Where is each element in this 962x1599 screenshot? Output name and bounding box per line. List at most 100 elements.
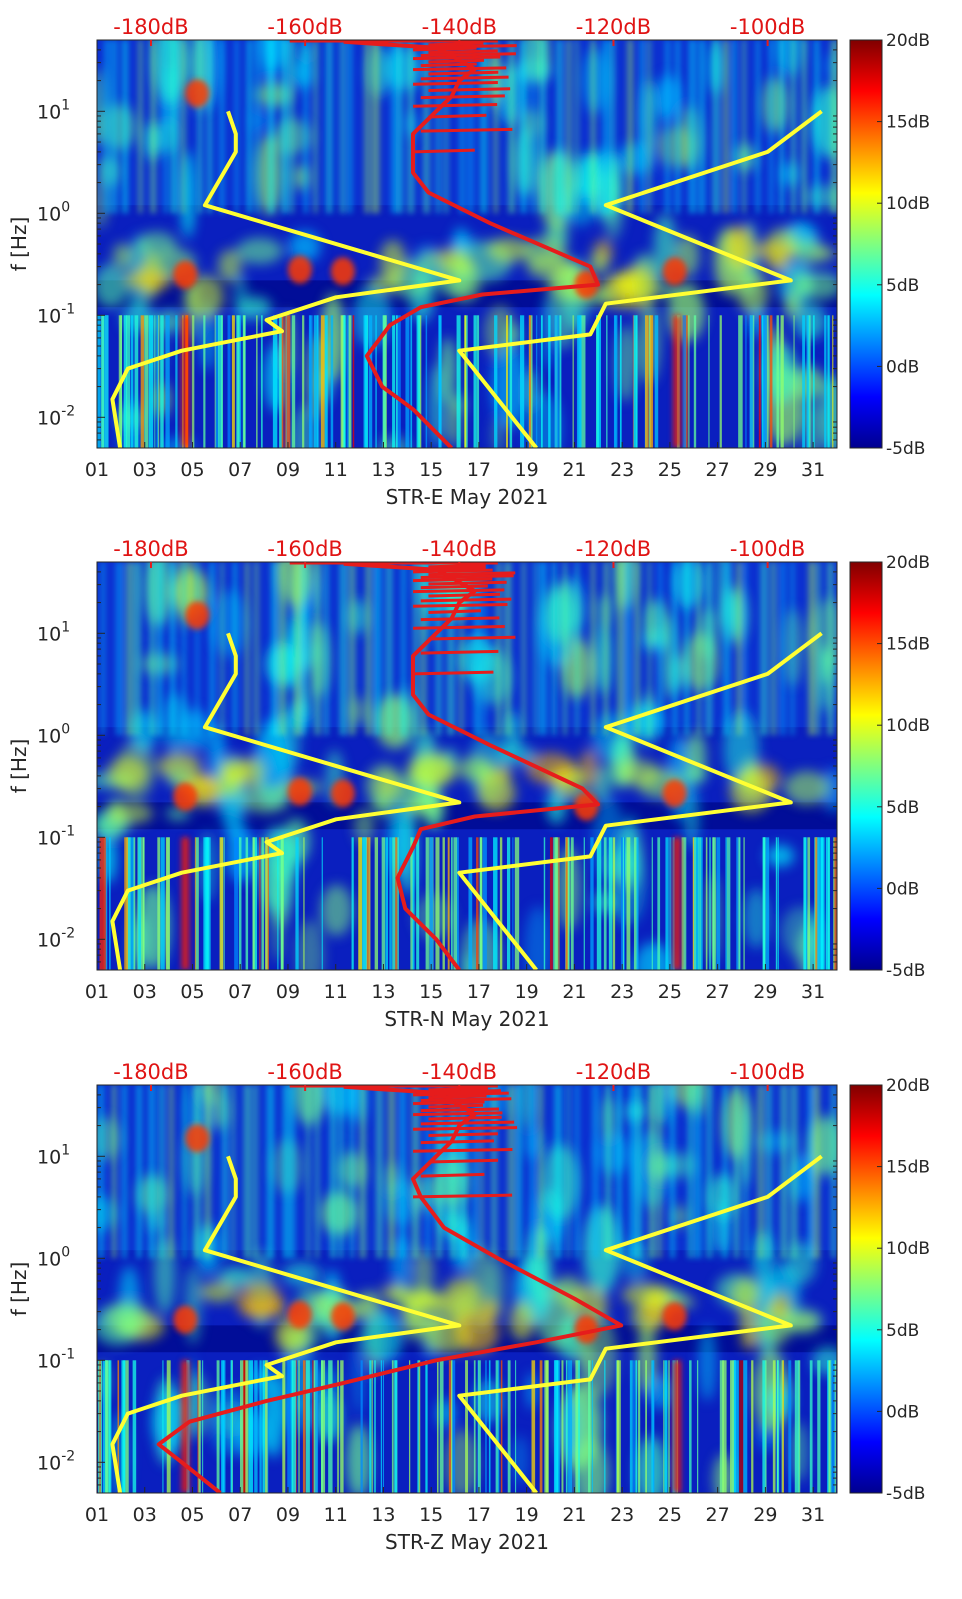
streak bbox=[447, 562, 455, 736]
noise-blob bbox=[413, 893, 454, 940]
lowfreq-bar bbox=[738, 315, 743, 448]
lowfreq-bar bbox=[693, 315, 697, 448]
lowfreq-bar bbox=[751, 1360, 754, 1493]
streak bbox=[533, 562, 537, 736]
lowfreq-bar bbox=[248, 1360, 253, 1493]
top-axis-label: -180dB bbox=[113, 537, 188, 561]
y-tick-base: 10 bbox=[37, 101, 61, 123]
streak bbox=[723, 562, 731, 736]
psd-wiggle bbox=[413, 1091, 509, 1097]
streak bbox=[590, 40, 596, 214]
microseism-blob bbox=[157, 752, 202, 781]
hot-spot bbox=[173, 260, 198, 289]
lowfreq-bar bbox=[160, 315, 164, 448]
microseism-blob bbox=[526, 253, 574, 280]
microseism-blob bbox=[789, 270, 812, 299]
streak bbox=[349, 562, 356, 736]
hot-spot bbox=[330, 1302, 355, 1331]
streak bbox=[551, 562, 557, 736]
hot-spot bbox=[574, 1315, 599, 1344]
streak bbox=[436, 40, 441, 214]
noise-blob bbox=[320, 884, 353, 936]
lowfreq-bar bbox=[242, 1360, 246, 1493]
streak bbox=[221, 1085, 228, 1259]
hot-spot bbox=[185, 1124, 210, 1153]
y-tick-exponent: -1 bbox=[61, 1346, 75, 1362]
microseism-blob bbox=[487, 237, 531, 263]
event-column bbox=[673, 1360, 682, 1493]
y-tick-exponent: 1 bbox=[61, 97, 70, 113]
noise-blob bbox=[346, 1423, 371, 1493]
streak bbox=[435, 1085, 443, 1259]
lowfreq-bar bbox=[834, 837, 837, 970]
streak bbox=[496, 562, 502, 736]
lowfreq-bar bbox=[238, 837, 242, 970]
streak bbox=[195, 562, 199, 736]
psd-wiggle bbox=[413, 1148, 513, 1153]
microseism-blob bbox=[199, 1281, 237, 1303]
x-tick-label: 31 bbox=[801, 981, 825, 1003]
noise-blob bbox=[159, 437, 196, 448]
lowfreq-bar bbox=[488, 1360, 491, 1493]
y-tick-base: 10 bbox=[37, 305, 61, 327]
lowfreq-bar bbox=[346, 315, 351, 448]
lowfreq-bar bbox=[608, 837, 613, 970]
lowfreq-bar bbox=[382, 1360, 384, 1493]
high-noise-model-curve bbox=[457, 1154, 823, 1493]
top-axis-label: -160dB bbox=[267, 537, 342, 561]
streak bbox=[294, 562, 301, 736]
lowfreq-bar bbox=[579, 315, 582, 448]
lowfreq-bar bbox=[284, 315, 286, 448]
lowfreq-bar bbox=[689, 1360, 692, 1493]
streak bbox=[373, 562, 382, 736]
lowfreq-bar bbox=[144, 315, 149, 448]
hot-spot bbox=[330, 779, 355, 808]
x-tick-label: 15 bbox=[419, 1504, 443, 1526]
lowfreq-bar bbox=[781, 1360, 784, 1493]
colorbar-label: 5dB bbox=[886, 276, 919, 296]
streak bbox=[732, 40, 737, 214]
microseism-blob bbox=[106, 1301, 151, 1337]
microseism-blob bbox=[754, 240, 795, 262]
colorbar bbox=[849, 561, 883, 971]
lowfreq-bar bbox=[578, 315, 581, 448]
lowfreq-bar bbox=[411, 837, 415, 970]
x-tick-label: 07 bbox=[228, 1504, 252, 1526]
lowfreq-bar bbox=[775, 837, 778, 970]
lowfreq-bar bbox=[417, 1360, 420, 1493]
top-axis-label: -160dB bbox=[267, 15, 342, 39]
lowfreq-bar bbox=[681, 837, 685, 970]
spectrogram-area bbox=[97, 1085, 837, 1493]
streak bbox=[364, 40, 370, 214]
psd-wiggles bbox=[289, 1085, 518, 1199]
streak bbox=[817, 562, 821, 736]
x-tick-label: 07 bbox=[228, 459, 252, 481]
streak bbox=[479, 1085, 484, 1259]
streak bbox=[313, 40, 318, 214]
microseism-blob bbox=[779, 1308, 823, 1334]
streak bbox=[733, 1085, 740, 1259]
lowfreq-bar bbox=[216, 1360, 220, 1493]
streak bbox=[209, 562, 216, 736]
lowfreq-bar bbox=[321, 837, 323, 970]
top-axis-label: -140dB bbox=[422, 15, 497, 39]
x-tick-label: 11 bbox=[324, 459, 348, 481]
colorbar-label: 15dB bbox=[886, 1158, 930, 1178]
streak bbox=[359, 1085, 367, 1259]
lowfreq-bar bbox=[509, 315, 513, 448]
daily-streaks bbox=[98, 1085, 837, 1259]
x-tick-label: 17 bbox=[467, 1504, 491, 1526]
noise-blob bbox=[238, 296, 272, 320]
psd-wiggle bbox=[413, 81, 498, 86]
lowfreq-bar bbox=[396, 315, 398, 448]
lowfreq-bar bbox=[612, 837, 616, 970]
streak bbox=[736, 562, 742, 736]
top-axis-label: -180dB bbox=[113, 1060, 188, 1084]
lowfreq-bar bbox=[568, 1360, 573, 1493]
microseism-blob bbox=[477, 774, 516, 812]
lowfreq-bar bbox=[389, 837, 392, 970]
lowfreq-bar bbox=[653, 1360, 655, 1493]
x-tick-label: 05 bbox=[180, 459, 204, 481]
lowfreq-bar bbox=[132, 1360, 137, 1493]
streak bbox=[169, 562, 176, 736]
